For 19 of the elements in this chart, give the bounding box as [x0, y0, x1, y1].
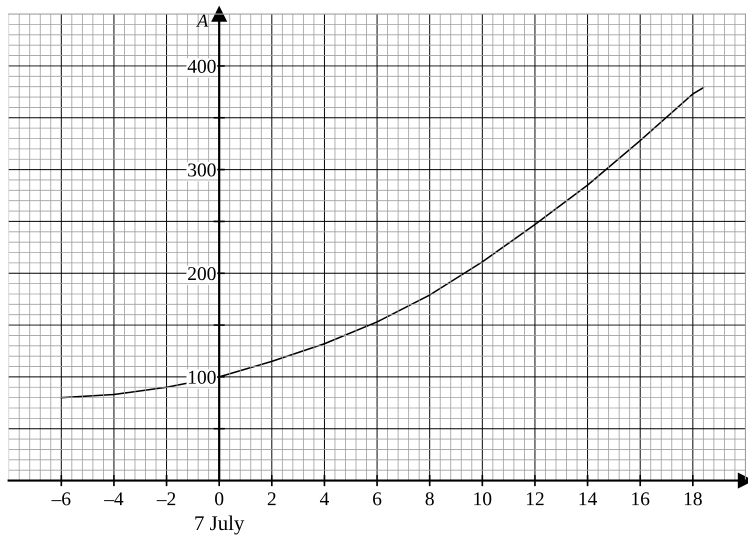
x-tick-label: –4 [104, 492, 124, 506]
x-tick-label: 6 [373, 492, 382, 506]
y-tick-label: 100 [188, 370, 216, 384]
y-tick-label: 200 [188, 267, 216, 280]
x-tick-label: 4 [320, 492, 329, 506]
x-tick-label: 2 [268, 492, 276, 506]
y-tick-label: 300 [188, 163, 216, 177]
x-tick-label: 12 [526, 492, 544, 506]
x-tick-label: 0 [215, 492, 224, 506]
x-tick-label: 14 [580, 492, 597, 506]
text: 7 July [195, 516, 244, 534]
x-tick-label: 8 [426, 492, 434, 506]
y-axis-title: A [196, 14, 208, 27]
x-tick-label: 16 [632, 492, 650, 506]
x-tick-label: –2 [156, 492, 176, 506]
x-tick-label: 10 [474, 492, 492, 506]
x-tick-label: 18 [684, 492, 702, 506]
x-tick-label: –6 [51, 492, 70, 506]
y-tick-label: 400 [188, 60, 216, 73]
